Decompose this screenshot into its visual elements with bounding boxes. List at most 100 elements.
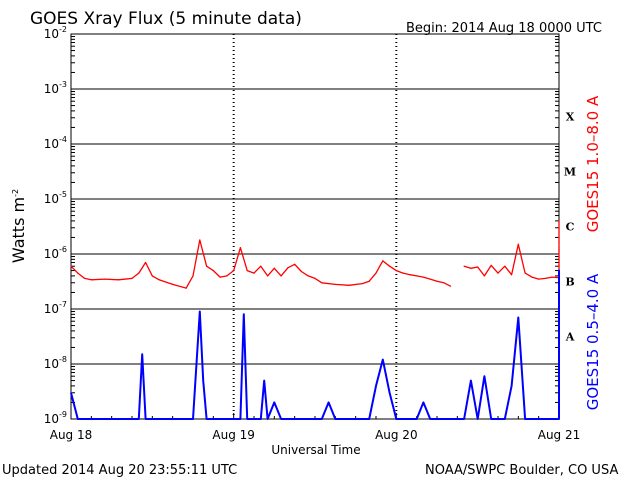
data-point-long-channel: [558, 258, 560, 260]
x-tick-label: Aug 18: [50, 428, 93, 442]
legend-short-channel: GOES15 0.5–4.0 A: [584, 273, 602, 410]
data-point-long-channel: [239, 247, 242, 249]
data-point-short-channel: [266, 418, 269, 420]
y-tick-label: 10-2: [44, 25, 67, 41]
data-point-long-channel: [199, 239, 201, 241]
y-tick-exp: -7: [59, 300, 67, 309]
flare-class-m: M: [564, 166, 576, 179]
data-point-long-channel: [151, 275, 153, 277]
data-point-long-channel: [395, 269, 397, 272]
data-series: [70, 220, 560, 420]
data-point-long-channel: [402, 272, 404, 274]
data-point-long-channel: [504, 265, 506, 267]
flare-class-labels: A B C M X: [564, 111, 576, 344]
data-point-short-channel: [558, 379, 560, 382]
data-point-long-channel: [483, 275, 486, 277]
data-point-short-channel: [327, 401, 330, 404]
plot-grid: [71, 34, 559, 419]
data-point-short-channel: [368, 418, 370, 420]
data-point-short-channel: [558, 313, 560, 315]
data-point-long-channel: [273, 267, 275, 269]
data-point-short-channel: [144, 418, 147, 420]
y-tick-base: 10: [44, 137, 59, 151]
data-point-short-channel: [273, 401, 275, 404]
data-point-short-channel: [416, 418, 418, 420]
data-point-short-channel: [246, 418, 248, 420]
data-point-short-channel: [141, 353, 143, 355]
data-point-short-channel: [334, 418, 336, 420]
data-point-long-channel: [449, 285, 452, 287]
data-point-short-channel: [280, 418, 282, 420]
data-point-short-channel: [199, 310, 201, 313]
x-tick-label: Aug 21: [538, 428, 581, 442]
y-tick-exp: -5: [59, 190, 67, 199]
data-point-short-channel: [239, 418, 242, 420]
data-point-long-channel: [531, 276, 533, 278]
data-point-long-channel: [361, 282, 364, 285]
data-point-long-channel: [463, 265, 465, 267]
x-axis-ticks: Aug 18 Aug 19 Aug 20 Aug 21: [50, 413, 581, 442]
data-point-long-channel: [158, 279, 160, 281]
y-tick-base: 10: [44, 27, 59, 41]
data-point-long-channel: [538, 278, 540, 280]
data-point-long-channel: [144, 261, 147, 264]
data-point-long-channel: [544, 277, 547, 280]
data-point-short-channel: [558, 298, 560, 300]
updated-label: Updated 2014 Aug 20 23:55:11 UTC: [2, 463, 237, 478]
data-point-short-channel: [422, 401, 425, 404]
data-point-short-channel: [558, 308, 560, 310]
y-tick-base: 10: [44, 302, 59, 316]
data-point-short-channel: [558, 401, 560, 404]
flare-class-x: X: [566, 111, 575, 124]
data-point-short-channel: [477, 418, 479, 420]
data-point-long-channel: [138, 272, 140, 274]
series-line-long-channel: [463, 220, 560, 280]
data-point-long-channel: [558, 242, 560, 244]
data-point-long-channel: [524, 272, 526, 274]
y-axis-ticks: 10-910-810-710-610-510-410-310-2: [44, 25, 559, 426]
data-point-long-channel: [260, 265, 262, 267]
data-point-long-channel: [416, 275, 418, 277]
data-point-short-channel: [463, 418, 465, 420]
data-point-short-channel: [192, 418, 194, 420]
flare-class-c: C: [566, 221, 575, 234]
data-point-short-channel: [388, 392, 391, 394]
data-point-short-channel: [263, 379, 265, 382]
data-point-long-channel: [368, 280, 370, 282]
data-point-long-channel: [83, 277, 86, 280]
data-point-long-channel: [558, 239, 560, 241]
flare-class-a: A: [565, 331, 575, 344]
data-point-long-channel: [314, 277, 316, 280]
x-tick-label: Aug 19: [212, 428, 255, 442]
data-point-long-channel: [558, 267, 560, 269]
begin-label: Begin: 2014 Aug 18 0000 UTC: [406, 21, 602, 36]
data-point-long-channel: [192, 275, 194, 277]
data-point-short-channel: [321, 418, 323, 420]
data-point-long-channel: [294, 263, 296, 265]
data-point-short-channel: [395, 418, 397, 420]
data-point-long-channel: [253, 272, 255, 274]
data-point-long-channel: [558, 247, 560, 249]
data-point-long-channel: [131, 277, 133, 280]
data-point-long-channel: [429, 278, 431, 280]
data-point-long-channel: [266, 275, 269, 277]
y-tick-exp: -6: [59, 245, 67, 254]
data-point-short-channel: [429, 418, 431, 420]
data-point-long-channel: [70, 265, 72, 267]
y-tick-exp: -4: [59, 135, 67, 144]
data-point-short-channel: [483, 375, 486, 377]
data-point-short-channel: [243, 313, 245, 315]
y-axis-label-exp: -2: [11, 189, 20, 197]
data-point-short-channel: [524, 418, 526, 420]
data-point-long-channel: [375, 272, 377, 274]
data-point-long-channel: [287, 267, 289, 269]
y-tick-label: 10-4: [44, 135, 67, 151]
data-point-long-channel: [388, 265, 391, 267]
data-point-long-channel: [558, 220, 560, 222]
y-tick-exp: -3: [59, 80, 67, 89]
data-point-short-channel: [260, 418, 262, 420]
data-point-short-channel: [558, 269, 560, 272]
data-point-long-channel: [307, 275, 309, 277]
y-axis-label-base: Watts m: [9, 197, 28, 263]
